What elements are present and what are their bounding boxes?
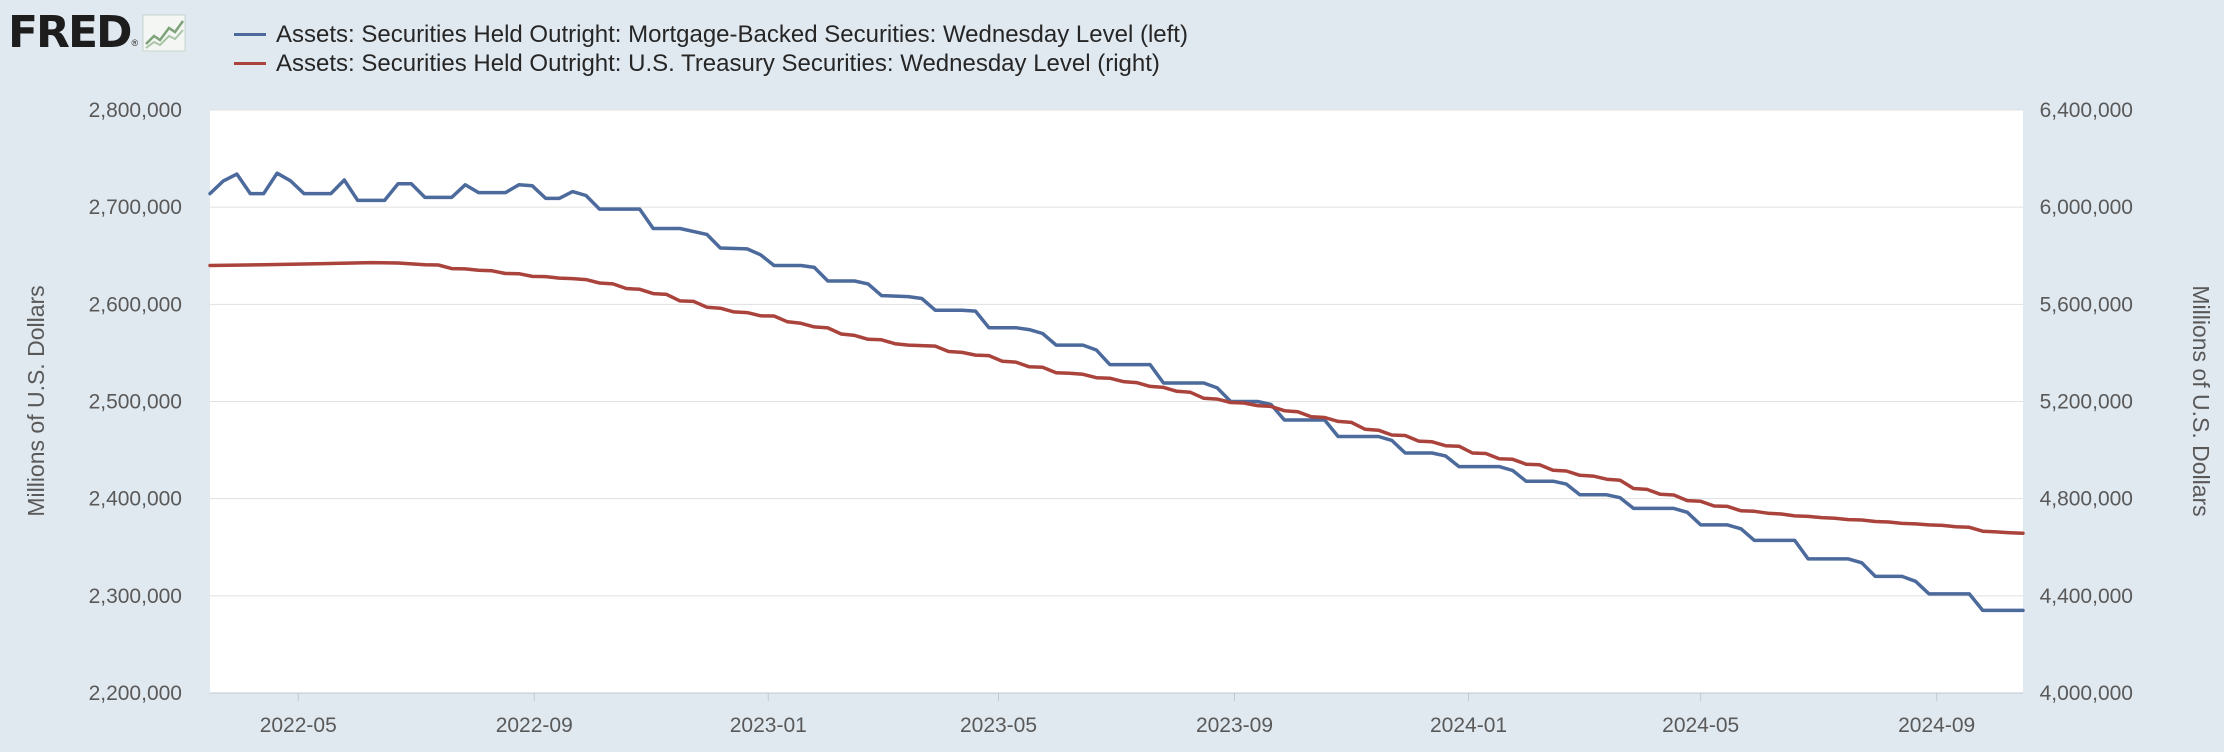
- left-tick-label: 2,500,000: [89, 391, 182, 414]
- right-tick-label: 5,200,000: [2040, 391, 2133, 414]
- legend-label-treasury: Assets: Securities Held Outright: U.S. T…: [276, 49, 1160, 77]
- right-tick-label: 4,400,000: [2040, 585, 2133, 608]
- x-tick-label: 2023-09: [1196, 714, 1273, 737]
- fred-logo[interactable]: FRED ®: [8, 8, 186, 58]
- left-tick-label: 2,600,000: [89, 293, 182, 316]
- left-tick-label: 2,700,000: [89, 196, 182, 219]
- left-axis-ticks: 2,200,000 2,300,000 2,400,000 2,500,000 2,60…: [89, 99, 182, 705]
- registered-mark: ®: [131, 38, 139, 48]
- right-tick-label: 6,000,000: [2040, 196, 2133, 219]
- x-tick-label: 2022-05: [260, 714, 337, 737]
- right-axis-title: Millions of U.S. Dollars: [2188, 285, 2214, 516]
- chart-header: FRED ® Assets: Securities Held Outright:…: [0, 0, 2224, 90]
- series-line-mbs: [208, 171, 2025, 613]
- legend-label-mbs: Assets: Securities Held Outright: Mortga…: [276, 20, 1188, 48]
- legend-swatch-treasury: [234, 62, 266, 65]
- right-tick-label: 6,400,000: [2040, 99, 2133, 122]
- series-line-treasury: [208, 260, 2025, 535]
- line-graph-icon: [142, 14, 186, 52]
- left-axis-title: Millions of U.S. Dollars: [23, 285, 49, 516]
- x-tick-label: 2023-01: [730, 714, 807, 737]
- x-tick-label: 2024-01: [1430, 714, 1507, 737]
- x-axis-ticks: 2022-05 2022-09 2023-01 2023-05 2023-09 2024-…: [260, 693, 1975, 737]
- left-tick-label: 2,400,000: [89, 488, 182, 511]
- gridlines: [210, 109, 2023, 694]
- left-tick-label: 2,800,000: [89, 99, 182, 122]
- right-tick-label: 5,600,000: [2040, 293, 2133, 316]
- right-axis-ticks: 4,000,000 4,400,000 4,800,000 5,200,000 5,60…: [2040, 99, 2133, 705]
- right-tick-label: 4,000,000: [2040, 682, 2133, 705]
- x-tick-label: 2024-09: [1898, 714, 1975, 737]
- legend-swatch-mbs: [234, 33, 266, 36]
- left-tick-label: 2,200,000: [89, 682, 182, 705]
- x-tick-label: 2023-05: [960, 714, 1037, 737]
- fred-logo-text: FRED: [8, 7, 133, 58]
- left-tick-label: 2,300,000: [89, 585, 182, 608]
- x-tick-label: 2024-05: [1662, 714, 1739, 737]
- legend-item-mbs[interactable]: Assets: Securities Held Outright: Mortga…: [234, 20, 1188, 49]
- right-tick-label: 4,800,000: [2040, 488, 2133, 511]
- legend-item-treasury[interactable]: Assets: Securities Held Outright: U.S. T…: [234, 49, 1188, 78]
- x-tick-label: 2022-09: [496, 714, 573, 737]
- series-lines: [208, 171, 2025, 613]
- chart-legend: Assets: Securities Held Outright: Mortga…: [234, 20, 1188, 78]
